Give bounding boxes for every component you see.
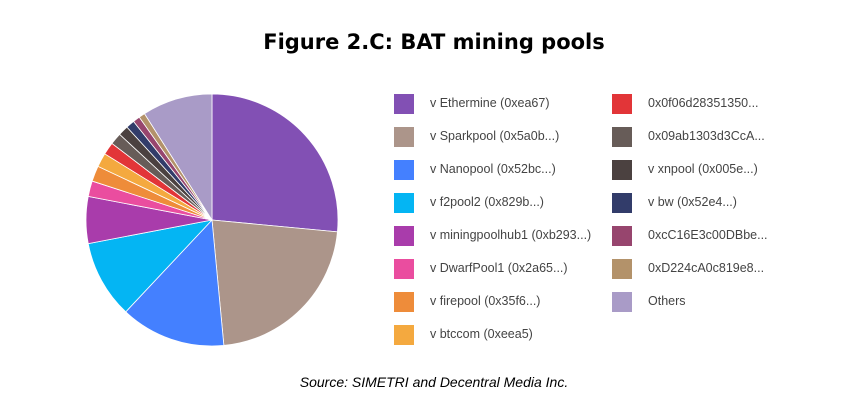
pie-slice-3 xyxy=(125,219,225,347)
pie-slice-15 xyxy=(143,93,213,222)
legend-swatch xyxy=(394,127,414,147)
legend-swatch xyxy=(612,259,632,279)
pie-slice-4 xyxy=(87,219,214,313)
pie-chart xyxy=(85,93,339,347)
pie-slice-1 xyxy=(211,93,339,233)
legend-swatch xyxy=(394,226,414,246)
pie-slice-2 xyxy=(211,219,338,346)
chart-source: Source: SIMETRI and Decentral Media Inc. xyxy=(299,374,569,390)
legend-swatch xyxy=(394,259,414,279)
legend-label: v btccom (0xeea5) xyxy=(430,327,533,341)
legend-label: 0x0f06d28351350... xyxy=(648,96,759,110)
legend-swatch xyxy=(394,94,414,114)
legend-label: v Ethermine (0xea67) xyxy=(430,96,550,110)
legend-label: v DwarfPool1 (0x2a65...) xyxy=(430,261,568,275)
legend-label: v xnpool (0x005e...) xyxy=(648,162,758,176)
legend-label: v Sparkpool (0x5a0b...) xyxy=(430,129,560,143)
legend-label: Others xyxy=(648,294,686,308)
legend-label: v bw (0x52e4...) xyxy=(648,195,737,209)
legend-swatch xyxy=(612,160,632,180)
legend-label: v miningpoolhub1 (0xb293...) xyxy=(430,228,592,242)
legend-label: v firepool (0x35f6...) xyxy=(430,294,541,308)
chart-title: Figure 2.C: BAT mining pools xyxy=(263,30,605,54)
legend-swatch xyxy=(612,94,632,114)
legend-label: v Nanopool (0x52bc...) xyxy=(430,162,556,176)
legend-swatch xyxy=(612,127,632,147)
legend-swatch xyxy=(612,226,632,246)
legend-swatch xyxy=(394,325,414,345)
legend-label: 0xD224cA0c819e8... xyxy=(648,261,765,275)
legend-swatch xyxy=(394,160,414,180)
legend-swatch xyxy=(612,292,632,312)
legend-label: 0x09ab1303d3CcA... xyxy=(648,129,765,143)
legend-swatch xyxy=(394,193,414,213)
legend-swatch xyxy=(612,193,632,213)
legend-swatch xyxy=(394,292,414,312)
legend-label: v f2pool2 (0x829b...) xyxy=(430,195,544,209)
legend-label: 0xcC16E3c00DBbe... xyxy=(648,228,768,242)
